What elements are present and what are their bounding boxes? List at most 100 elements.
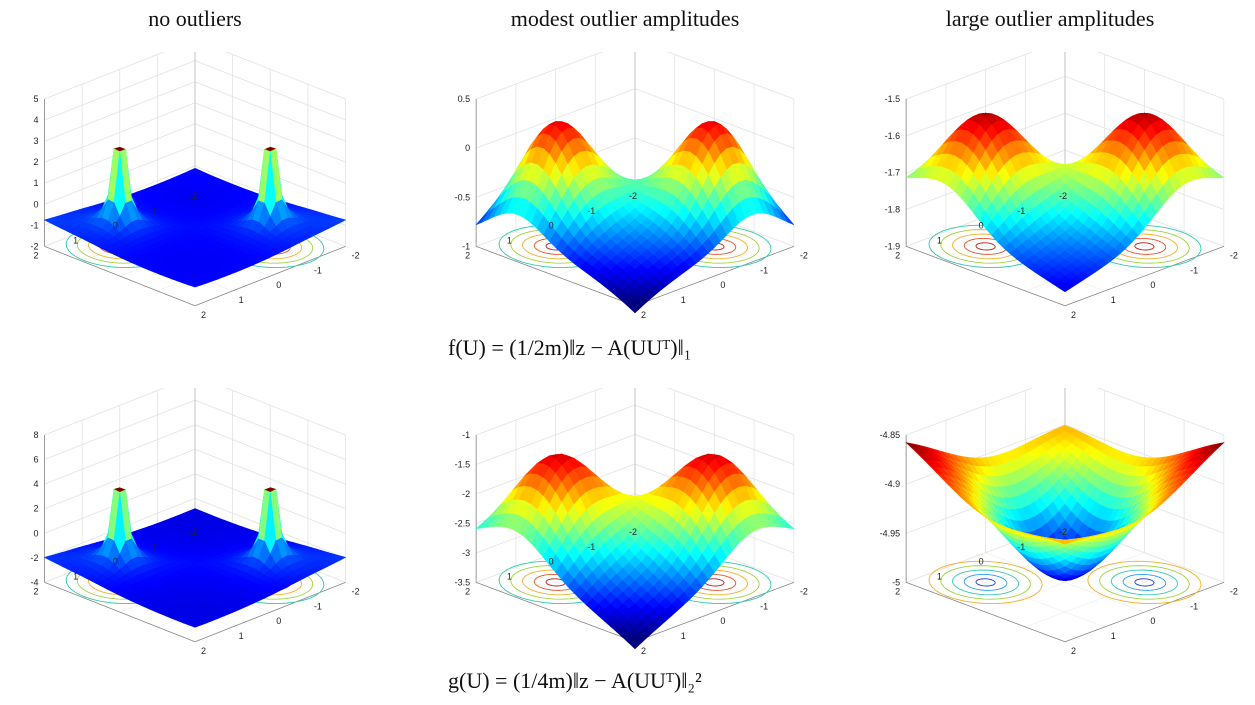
z-tick-label: 0: [465, 143, 470, 153]
y-tick-label: 2: [34, 250, 39, 260]
contour-line: [963, 573, 1008, 591]
y-tick-label: 2: [465, 250, 470, 260]
x-tick-label: -2: [351, 250, 359, 260]
y-tick-label: -2: [629, 527, 637, 537]
grid-line: [634, 404, 794, 465]
z-tick-label: 4: [34, 479, 39, 489]
grid-line: [194, 399, 346, 460]
x-tick-label: 0: [720, 280, 725, 290]
x-tick-label: 1: [239, 631, 244, 641]
z-tick-label: 3: [34, 136, 39, 146]
column-title-large-outliers: large outlier amplitudes: [945, 6, 1155, 31]
x-tick-label: 0: [1150, 616, 1155, 626]
x-tick-label: 0: [276, 616, 281, 626]
grid-line: [906, 424, 1066, 485]
x-tick-label: 1: [1111, 295, 1116, 305]
x-tick-label: 0: [720, 616, 725, 626]
z-tick-label: -4.9: [885, 479, 901, 489]
x-tick-label: 2: [201, 646, 206, 656]
z-tick-label: -0.5: [455, 192, 471, 202]
x-tick-label: 1: [1111, 631, 1116, 641]
plot-g-modest-outliers: -1 -1.5 -2 -2.5 -3 -3.5 2 1 0 -1 -2 -2 -1 0 1 2: [430, 375, 810, 658]
y-tick-label: -1: [1017, 206, 1025, 216]
grid-line: [194, 102, 346, 163]
grid-line: [44, 60, 196, 121]
column-title-modest-outliers: modest outlier amplitudes: [510, 6, 740, 31]
y-tick-label: 2: [34, 586, 39, 596]
grid-line: [476, 404, 636, 465]
grid-line: [44, 102, 196, 163]
contour-line: [928, 560, 1043, 605]
x-tick-label: -2: [1230, 250, 1238, 260]
y-tick-label: 0: [979, 221, 984, 231]
y-tick-label: -2: [629, 191, 637, 201]
grid-line: [194, 60, 346, 121]
contour-line: [975, 242, 996, 251]
z-tick-label: -3.5: [455, 577, 471, 587]
x-tick-label: 2: [1071, 646, 1076, 656]
grid-line: [945, 567, 1105, 628]
z-tick-label: -5: [892, 577, 900, 587]
z-tick-label: 5: [34, 94, 39, 104]
y-tick-label: -2: [189, 191, 197, 201]
grid-line: [194, 81, 346, 142]
x-tick-label: -2: [351, 586, 359, 596]
x-tick-label: 0: [276, 280, 281, 290]
contour-line: [1134, 242, 1155, 251]
contour-line: [940, 565, 1031, 600]
y-tick-label: -2: [1059, 191, 1067, 201]
z-tick-label: 2: [34, 157, 39, 167]
y-tick-label: -1: [149, 542, 157, 552]
plot-g-no-outliers: 8 6 4 2 0 -2 -4 2 1 0 -1 -2 -2 -1 0 1 2: [0, 375, 360, 658]
grid-line: [44, 81, 196, 142]
x-tick-label: 0: [1150, 280, 1155, 290]
grid-line: [194, 424, 346, 485]
surface-patch: [1058, 283, 1072, 293]
grid-line: [1025, 567, 1185, 628]
contour-line: [975, 578, 996, 587]
z-tick-label: -2.5: [455, 518, 471, 528]
z-tick-label: 1: [34, 178, 39, 188]
x-tick-label: -1: [314, 265, 322, 275]
plot-f-no-outliers: 5 4 3 2 1 0 -1 -2 2 1 0 -1 -2 -2 -1 0 1 2: [0, 39, 360, 322]
y-tick-label: 0: [979, 557, 984, 567]
z-tick-label: 8: [34, 430, 39, 440]
z-tick-label: 2: [34, 504, 39, 514]
grid-line: [1064, 424, 1224, 485]
z-tick-label: -4.85: [880, 430, 901, 440]
grid-line: [906, 76, 1066, 137]
x-tick-label: 1: [681, 295, 686, 305]
x-tick-label: 1: [239, 295, 244, 305]
y-tick-label: 1: [507, 572, 512, 582]
contour-line: [1122, 573, 1167, 591]
y-tick-label: 1: [73, 572, 78, 582]
x-tick-label: -1: [760, 601, 768, 611]
grid-line: [1064, 76, 1224, 137]
y-tick-label: 1: [937, 236, 942, 246]
z-tick-label: 0: [34, 528, 39, 538]
grid-line: [634, 88, 794, 149]
contour-line: [1110, 569, 1178, 596]
z-tick-label: 0: [34, 199, 39, 209]
x-axis-line: [44, 246, 196, 307]
y-tick-label: 2: [895, 586, 900, 596]
z-tick-label: -1.9: [885, 241, 901, 251]
plot-g-large-outliers: -4.85 -4.9 -4.95 -5 2 1 0 -1 -2 -2 -1 0 1 2: [860, 375, 1240, 658]
z-tick-label: -4: [31, 577, 39, 587]
grid-line: [476, 88, 636, 149]
x-tick-label: -1: [760, 265, 768, 275]
y-tick-label: 1: [73, 236, 78, 246]
z-tick-label: -1.5: [885, 94, 901, 104]
contour-line: [1099, 565, 1190, 600]
z-tick-label: -1: [462, 241, 470, 251]
x-tick-label: -1: [314, 601, 322, 611]
grid-line: [44, 448, 196, 510]
x-tick-label: 1: [681, 631, 686, 641]
z-tick-label: 4: [34, 115, 39, 125]
x-axis-line: [906, 582, 1066, 643]
